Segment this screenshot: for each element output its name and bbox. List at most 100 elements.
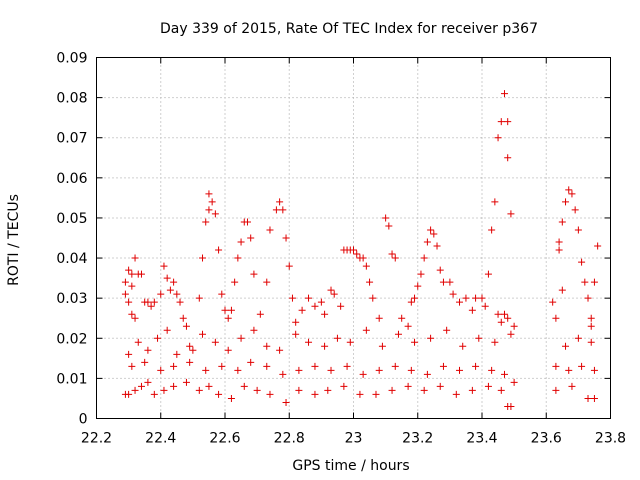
data-point: [423, 370, 431, 378]
data-point: [330, 290, 338, 298]
data-point: [558, 286, 566, 294]
data-point: [382, 214, 390, 222]
data-point: [266, 390, 274, 398]
data-point: [205, 382, 213, 390]
data-point: [510, 378, 518, 386]
data-point: [163, 326, 171, 334]
y-tick-label: 0.05: [56, 211, 87, 227]
data-point: [131, 386, 139, 394]
data-point: [195, 294, 203, 302]
data-point: [215, 390, 223, 398]
data-point: [160, 386, 168, 394]
data-point: [555, 246, 563, 254]
data-point: [430, 230, 438, 238]
data-point: [436, 382, 444, 390]
y-tick-label: 0.08: [56, 91, 87, 107]
data-point: [462, 294, 470, 302]
x-tick-label: 23.2: [402, 431, 433, 447]
data-point: [484, 270, 492, 278]
data-point: [468, 306, 476, 314]
data-point: [343, 362, 351, 370]
y-tick-label: 0.01: [56, 371, 87, 387]
data-point: [375, 314, 383, 322]
data-point: [500, 370, 508, 378]
data-point: [411, 338, 419, 346]
data-point: [125, 298, 133, 306]
data-point: [333, 334, 341, 342]
data-point: [121, 290, 129, 298]
data-point: [417, 270, 425, 278]
chart-title: Day 339 of 2015, Rate Of TEC Index for r…: [160, 21, 538, 37]
data-point: [218, 362, 226, 370]
data-point: [250, 270, 258, 278]
data-point: [590, 366, 598, 374]
data-point: [507, 402, 515, 410]
data-point: [407, 298, 415, 306]
data-point: [295, 366, 303, 374]
data-point: [558, 218, 566, 226]
data-point: [144, 378, 152, 386]
y-axis-label: ROTI / TECUs: [6, 194, 22, 286]
data-point: [327, 366, 335, 374]
x-tick-label: 23.6: [531, 431, 562, 447]
data-point: [253, 386, 261, 394]
data-point: [224, 346, 232, 354]
data-point: [507, 210, 515, 218]
data-point: [340, 382, 348, 390]
data-point: [439, 362, 447, 370]
data-point: [446, 278, 454, 286]
data-point: [211, 210, 219, 218]
data-point: [186, 358, 194, 366]
data-point: [581, 278, 589, 286]
data-point: [353, 250, 361, 258]
plot-frame: [96, 57, 611, 419]
data-point: [587, 322, 595, 330]
y-tick-label: 0: [79, 412, 88, 428]
data-point: [147, 302, 155, 310]
data-point: [150, 298, 158, 306]
data-point: [459, 342, 467, 350]
data-point: [125, 266, 133, 274]
data-point: [372, 390, 380, 398]
data-point: [568, 190, 576, 198]
data-point: [243, 218, 251, 226]
data-point: [311, 390, 319, 398]
data-point: [507, 330, 515, 338]
data-point: [500, 90, 508, 98]
data-point: [552, 314, 560, 322]
y-tick-label: 0.06: [56, 171, 87, 187]
data-point: [484, 382, 492, 390]
data-point: [439, 278, 447, 286]
data-point: [189, 346, 197, 354]
y-tick-label: 0.09: [56, 51, 87, 67]
data-point: [565, 186, 573, 194]
data-point: [240, 382, 248, 390]
data-point: [375, 366, 383, 374]
data-point: [494, 310, 502, 318]
data-point: [170, 362, 178, 370]
data-point: [388, 250, 396, 258]
data-point: [594, 242, 602, 250]
data-point: [443, 326, 451, 334]
data-point: [173, 290, 181, 298]
data-point: [256, 310, 264, 318]
data-point: [574, 334, 582, 342]
data-point: [420, 386, 428, 394]
data-point: [359, 254, 367, 262]
data-point: [584, 294, 592, 302]
data-point: [468, 386, 476, 394]
data-point: [587, 314, 595, 322]
data-point: [475, 334, 483, 342]
data-point: [237, 334, 245, 342]
data-point: [163, 274, 171, 282]
x-tick-label: 23.8: [595, 431, 626, 447]
data-point: [202, 218, 210, 226]
data-point: [362, 326, 370, 334]
data-point: [276, 198, 284, 206]
x-axis-label: GPS time / hours: [292, 458, 409, 474]
data-point: [247, 358, 255, 366]
data-point: [391, 362, 399, 370]
data-point: [186, 342, 194, 350]
data-point: [488, 226, 496, 234]
data-point: [182, 322, 190, 330]
